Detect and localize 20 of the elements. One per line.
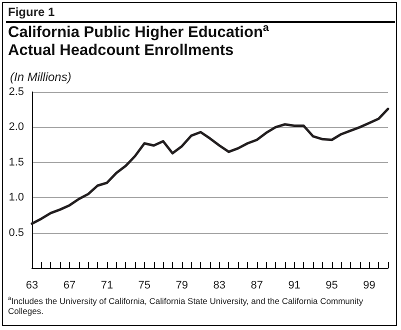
x-tick-label: 63: [26, 280, 38, 292]
line-series: [30, 108, 390, 225]
x-tick-label: 79: [176, 280, 188, 292]
x-tick-label: 95: [326, 280, 338, 292]
x-tick-label: 75: [138, 280, 151, 292]
x-tick-label: 71: [100, 280, 114, 292]
caption: Figure 1: [8, 5, 55, 19]
x-tick-label: 91: [288, 280, 300, 292]
text: $^{a}$Includes the University of California, California State University, and the California Community Colleges.: [8, 296, 364, 316]
x-tick-label: 83: [213, 280, 226, 292]
y-tick-label: 2.0: [8, 121, 24, 134]
x-tick-label: 87: [250, 280, 263, 292]
y-tick-label: 1.5: [8, 156, 24, 168]
y-tick-label: 0.5: [8, 226, 24, 239]
x-tick-label: 67: [63, 280, 76, 292]
y-tick-label: 1.0: [8, 192, 24, 204]
chart-title: California Public Higher Education$^{a}$ Actual Headcount Enrollments: [8, 22, 269, 59]
y-axis-title: (In Millions): [10, 70, 72, 84]
x-tick-label: 99: [363, 280, 376, 292]
y-tick-label: 2.5: [8, 86, 24, 98]
